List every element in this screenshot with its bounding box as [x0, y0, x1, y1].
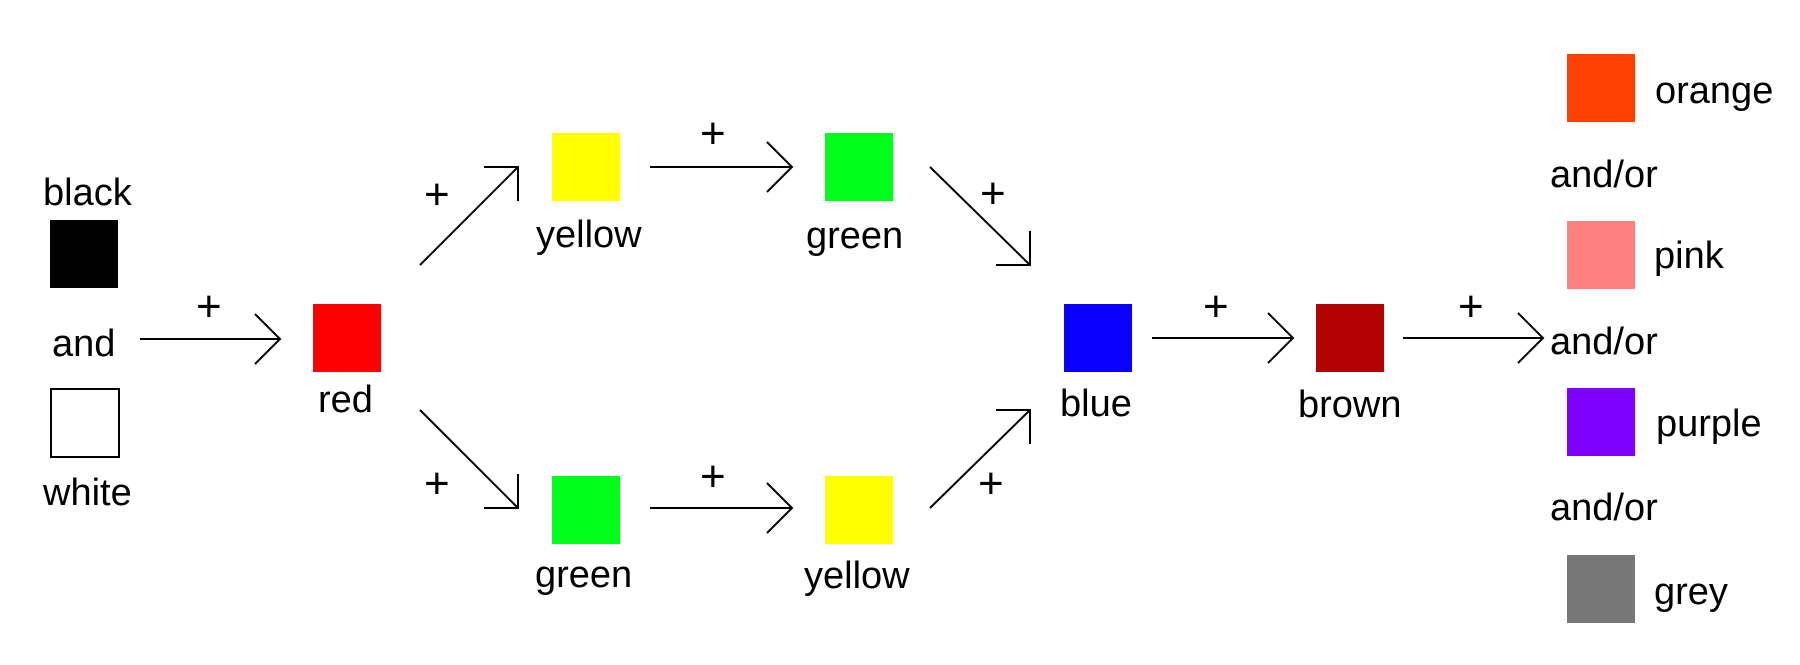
label-yellow-bottom: yellow — [804, 555, 910, 597]
label-brown: brown — [1298, 384, 1402, 426]
swatch-purple — [1567, 388, 1635, 456]
swatch-black — [50, 220, 118, 288]
swatch-green-top — [825, 133, 893, 201]
label-blue: blue — [1060, 383, 1132, 425]
plus-green-to-blue: + — [980, 169, 1006, 218]
swatch-pink — [1567, 221, 1635, 289]
arrow-red-to-green — [419, 409, 519, 509]
label-grey: grey — [1654, 571, 1728, 613]
label-yellow-top: yellow — [536, 214, 642, 256]
plus-brown-to-outcomes: + — [1458, 282, 1484, 331]
label-green-bottom: green — [535, 554, 633, 596]
label-red: red — [318, 379, 373, 421]
arrow-green-to-yellow — [650, 482, 794, 534]
swatch-brown — [1316, 304, 1384, 372]
label-black: black — [43, 172, 132, 214]
plus-yellow-to-blue: + — [978, 459, 1004, 508]
arrow-yellow-to-green — [650, 141, 794, 193]
arrow-to-red — [140, 313, 282, 365]
swatch-blue — [1064, 304, 1132, 372]
label-and: and — [52, 323, 116, 365]
arrow-blue-to-brown — [1152, 312, 1295, 364]
label-pink: pink — [1654, 235, 1724, 277]
arrow-brown-to-outcomes — [1403, 312, 1545, 364]
label-purple: purple — [1656, 403, 1762, 445]
arrow-green-to-blue — [929, 166, 1031, 266]
label-and-or-3: and/or — [1550, 487, 1658, 529]
label-orange: orange — [1655, 70, 1774, 112]
plus-green-to-yellow: + — [700, 452, 726, 501]
swatch-grey — [1567, 555, 1635, 623]
arrow-yellow-to-blue — [929, 409, 1031, 509]
label-white: white — [43, 472, 132, 514]
label-and-or-2: and/or — [1550, 321, 1658, 363]
plus-yellow-to-green: + — [700, 109, 726, 158]
plus-to-red: + — [196, 282, 222, 331]
plus-red-to-green: + — [424, 459, 450, 508]
plus-red-to-yellow: + — [424, 170, 450, 219]
swatch-green-bottom — [552, 476, 620, 544]
label-and-or-1: and/or — [1550, 154, 1658, 196]
arrow-red-to-yellow — [419, 166, 519, 266]
plus-blue-to-brown: + — [1203, 282, 1229, 331]
label-green-top: green — [806, 215, 904, 257]
swatch-orange — [1567, 54, 1635, 122]
swatch-white — [50, 388, 120, 458]
swatch-yellow-top — [552, 133, 620, 201]
swatch-yellow-bottom — [825, 476, 893, 544]
swatch-red — [313, 304, 381, 372]
